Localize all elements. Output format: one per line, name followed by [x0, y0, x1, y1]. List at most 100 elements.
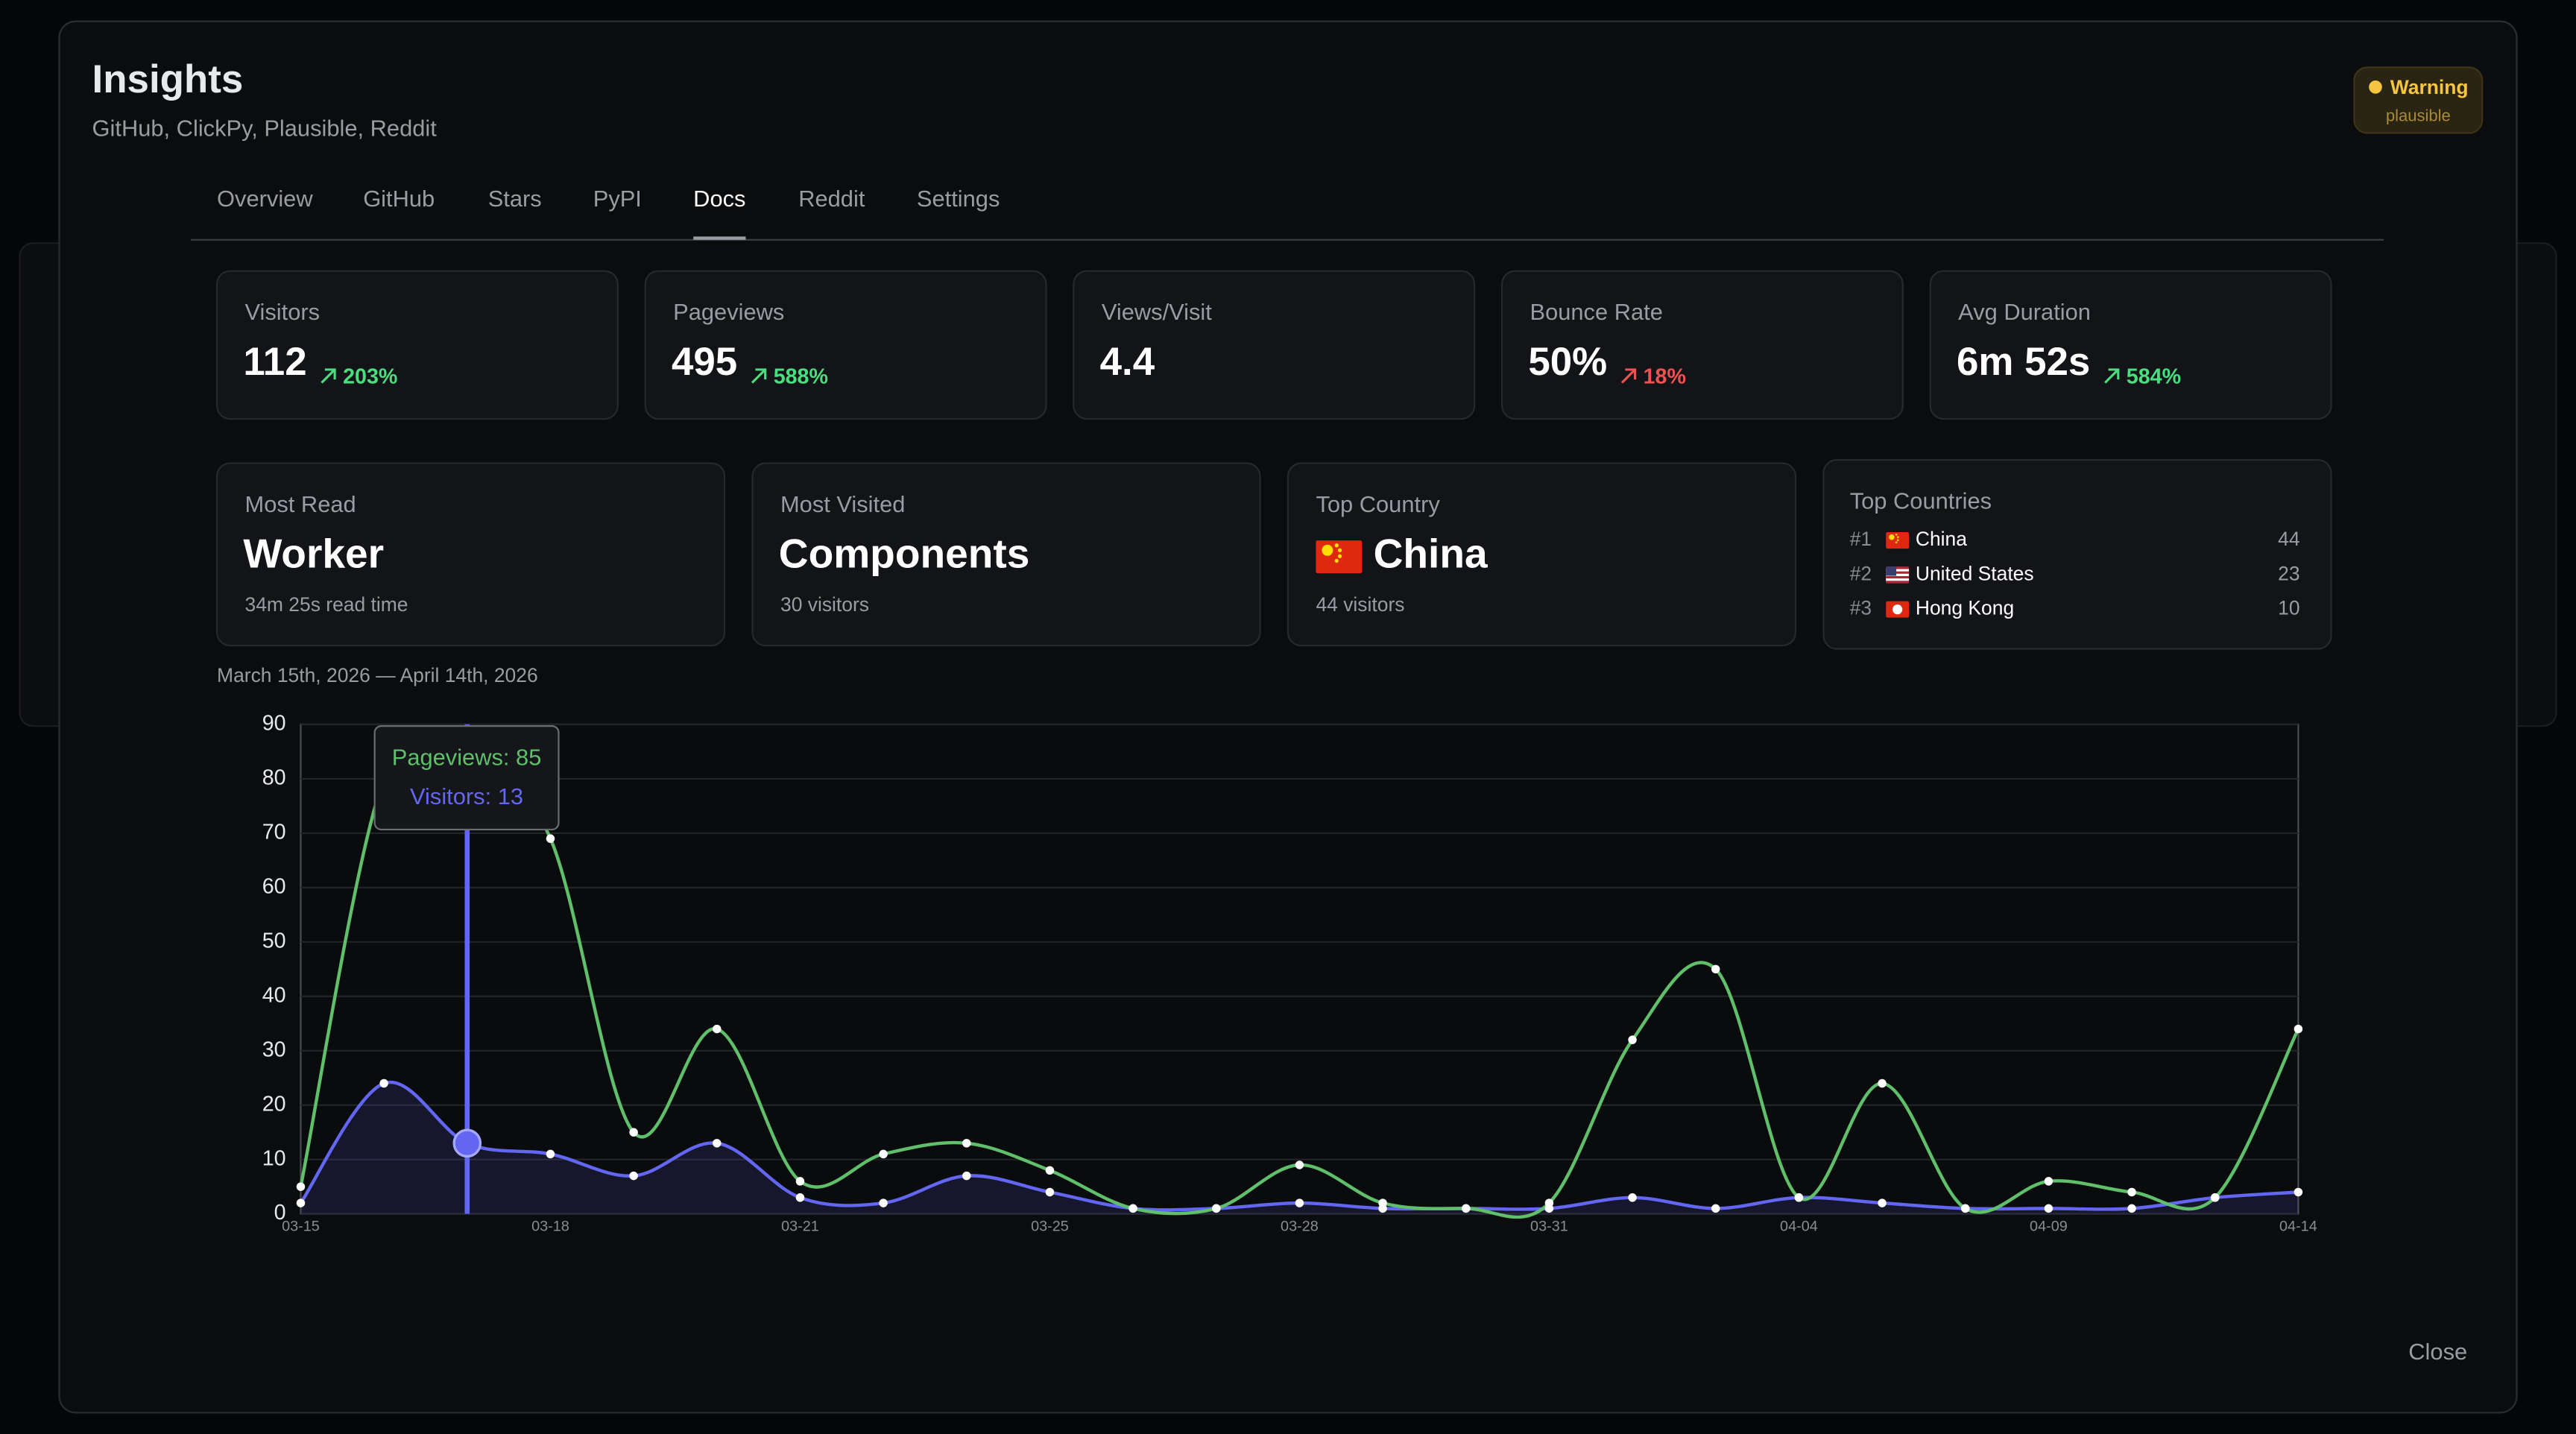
- highlight-label: Most Visited: [780, 491, 905, 517]
- status-dot: [2369, 80, 2382, 94]
- point: [296, 1182, 306, 1191]
- point: [2294, 1024, 2303, 1034]
- tab[interactable]: GitHub: [363, 186, 435, 212]
- stat-card: [1929, 270, 2332, 420]
- tab[interactable]: Settings: [917, 186, 1000, 212]
- x-tick-label: 03-15: [282, 1219, 320, 1235]
- point: [629, 1171, 638, 1181]
- tab[interactable]: Reddit: [798, 186, 865, 212]
- point: [546, 834, 555, 843]
- x-tick-label: 03-25: [1031, 1219, 1069, 1235]
- stat-change: 588%: [774, 364, 828, 388]
- highlight-label: Top Country: [1316, 491, 1440, 517]
- stat-card: [644, 270, 1047, 420]
- flag-star: [1895, 534, 1898, 536]
- point: [629, 1128, 638, 1137]
- country-name: United States: [1916, 562, 2034, 584]
- tooltip: [373, 725, 560, 831]
- point: [2044, 1177, 2053, 1186]
- point: [1711, 1204, 1720, 1213]
- y-tick-label: 30: [262, 1037, 286, 1061]
- trend-arrow: [1620, 368, 1637, 384]
- tab[interactable]: Docs: [693, 186, 745, 212]
- point: [1045, 1166, 1055, 1175]
- highlight-detail: 30 visitors: [780, 593, 869, 616]
- point: [1878, 1198, 1887, 1207]
- stat-label: Visitors: [245, 299, 321, 325]
- tab[interactable]: Overview: [217, 186, 313, 212]
- point: [1628, 1193, 1637, 1202]
- point: [379, 1078, 388, 1088]
- flag-star: [1896, 536, 1899, 538]
- x-tick-label: 04-04: [1780, 1219, 1818, 1235]
- highlight-value: Components: [779, 531, 1030, 577]
- highlight-card: [215, 462, 726, 647]
- country-count: 23: [2278, 562, 2299, 584]
- stat-label: Pageviews: [673, 299, 784, 325]
- y-tick-label: 40: [262, 983, 286, 1007]
- flag-star: [1322, 544, 1333, 556]
- country-count: 10: [2278, 597, 2299, 619]
- stat-value: 50%: [1528, 340, 1607, 384]
- point: [1711, 964, 1720, 974]
- y-tick-label: 20: [262, 1092, 286, 1116]
- modal-title: Insights: [92, 57, 244, 101]
- stat-label: Avg Duration: [1958, 299, 2091, 325]
- stat-card: [1073, 270, 1476, 420]
- trend-arrow: [751, 368, 767, 384]
- point: [546, 1149, 555, 1159]
- tooltip-line: Pageviews: 85: [392, 744, 542, 770]
- x-tick-label: 03-28: [1281, 1219, 1319, 1235]
- stat-value: 495: [672, 340, 737, 384]
- x-tick-label: 04-14: [2279, 1219, 2317, 1235]
- stat-label: Bounce Rate: [1530, 299, 1663, 325]
- point: [1628, 1035, 1637, 1044]
- point: [1794, 1193, 1804, 1202]
- stat-change: 18%: [1644, 364, 1686, 388]
- line: [299, 732, 2300, 1219]
- point: [1128, 1204, 1137, 1213]
- flag-star: [1895, 541, 1898, 544]
- highlight-value: Worker: [243, 531, 384, 577]
- point: [879, 1198, 888, 1207]
- point: [2294, 1187, 2303, 1197]
- flag-star: [1337, 554, 1342, 558]
- point: [2211, 1193, 2220, 1202]
- flag-stripe: [1886, 575, 1910, 579]
- point: [713, 1024, 722, 1034]
- flag-stripe: [1886, 571, 1910, 574]
- x-tick-label: 03-31: [1530, 1219, 1568, 1235]
- country-name: China: [1916, 528, 1967, 550]
- stat-card: [1500, 270, 1904, 420]
- trend-arrow: [2104, 368, 2120, 384]
- plot-area: [300, 723, 2299, 1215]
- point: [1212, 1204, 1221, 1213]
- tab[interactable]: Stars: [488, 186, 542, 212]
- highlight-card: [1287, 462, 1797, 647]
- point: [296, 1198, 306, 1207]
- tab[interactable]: PyPI: [593, 186, 642, 212]
- point: [2127, 1204, 2136, 1213]
- flag-star: [1337, 548, 1342, 552]
- point: [795, 1177, 805, 1186]
- point: [1295, 1198, 1304, 1207]
- country-name: Hong Kong: [1916, 597, 2014, 619]
- point: [2044, 1204, 2053, 1213]
- point: [1544, 1204, 1554, 1213]
- stat-value: 112: [243, 340, 306, 384]
- status-source: plausible: [2386, 106, 2451, 124]
- top-countries-title: Top Countries: [1850, 488, 1992, 514]
- flag-star: [1889, 534, 1895, 540]
- flag-stripe: [1886, 581, 1910, 584]
- stat-value: 6m 52s: [1957, 340, 2090, 384]
- point: [795, 1193, 805, 1202]
- flag-canton: [1886, 566, 1897, 576]
- area: [300, 1082, 2299, 1214]
- stat-card: [215, 270, 619, 420]
- x-tick-label: 04-09: [2030, 1219, 2068, 1235]
- point: [1878, 1078, 1887, 1088]
- close-button[interactable]: Close: [2408, 1339, 2467, 1365]
- point: [962, 1139, 971, 1148]
